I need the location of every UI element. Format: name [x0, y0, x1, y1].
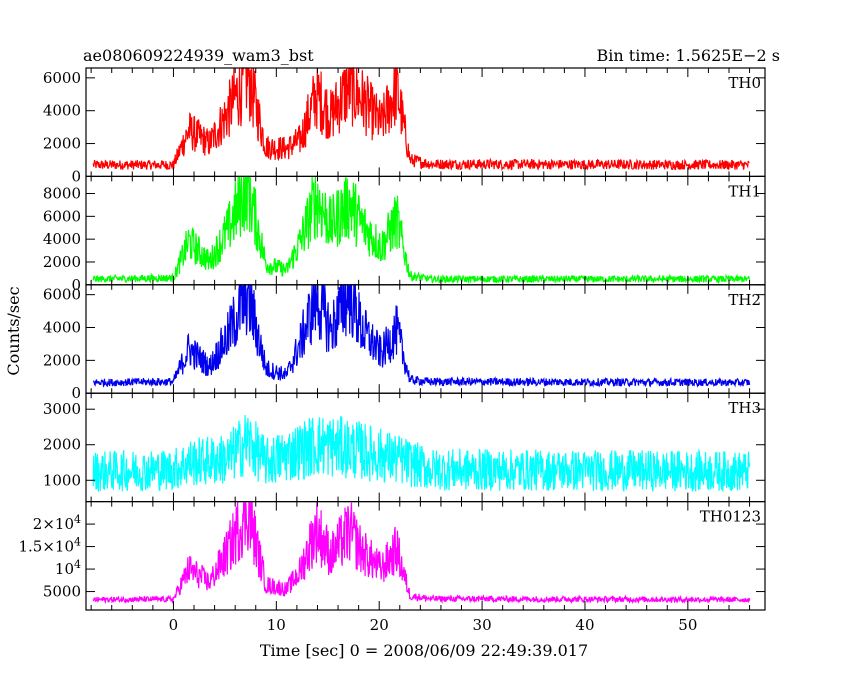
y-tick-label: 104: [55, 558, 81, 578]
series-th1-line: [92, 175, 751, 285]
y-tick-label: 1000: [43, 471, 81, 489]
panel-th3: 1000 2000 3000 TH3: [43, 392, 766, 503]
panel-label: TH0: [728, 74, 761, 92]
series-th0-line: [92, 67, 750, 172]
panel-th0: 0 2000 4000 6000 TH0: [43, 67, 766, 185]
x-axis-label: Time [sec] 0 = 2008/06/09 22:49:39.017: [260, 641, 588, 660]
series-th0123-line: [92, 501, 751, 605]
y-tick-label: 1.5×104: [18, 536, 81, 556]
y-tick-label: 2000: [43, 253, 81, 271]
x-tick-label: 30: [473, 616, 492, 634]
series-th3-line: [92, 414, 751, 492]
bin-time-label: Bin time: 1.5625E−2 s: [597, 46, 780, 65]
y-tick-label: 6000: [43, 69, 81, 87]
y-tick-label: 6000: [43, 286, 81, 304]
panel-th2: 0 2000 4000 6000 TH2: [43, 283, 766, 402]
y-tick-label: 2000: [43, 351, 81, 369]
y-tick-exponent: 4: [74, 558, 81, 571]
y-axis-label: Counts/sec: [4, 286, 23, 375]
y-tick-label: 4000: [43, 230, 81, 248]
panel-th1: 0 2000 4000 6000 8000 TH1: [43, 175, 766, 294]
series-th2-line: [92, 283, 751, 388]
y-tick-label: 4000: [43, 319, 81, 337]
x-tick-label: 40: [575, 616, 594, 634]
x-tick-label: 50: [678, 616, 697, 634]
panel-frame: [85, 501, 766, 611]
panel-label: TH0123: [700, 508, 761, 526]
y-tick-label: 2×104: [33, 513, 81, 533]
y-tick-exponent: 4: [74, 536, 81, 549]
y-tick-label: 0: [71, 384, 81, 402]
x-tick-label: 10: [267, 616, 286, 634]
y-tick-label: 0: [71, 167, 81, 185]
y-tick-label: 0: [71, 276, 81, 294]
panel-label: TH1: [728, 182, 761, 200]
y-tick-label: 8000: [43, 185, 81, 203]
y-tick-exponent: 4: [74, 513, 81, 526]
panel-label: TH2: [728, 291, 761, 309]
y-tick-label: 3000: [43, 400, 81, 418]
y-tick-label: 2000: [43, 135, 81, 153]
y-tick-label: 5000: [43, 583, 81, 601]
y-tick-label: 4000: [43, 102, 81, 120]
target-id-label: ae080609224939_wam3_bst: [83, 46, 314, 65]
panel-label: TH3: [728, 399, 761, 417]
x-tick-label: 0: [169, 616, 179, 634]
y-tick-label: 6000: [43, 207, 81, 225]
y-tick-label: 2000: [43, 436, 81, 454]
x-tick-label: 20: [370, 616, 389, 634]
panel-frame: [85, 392, 766, 503]
